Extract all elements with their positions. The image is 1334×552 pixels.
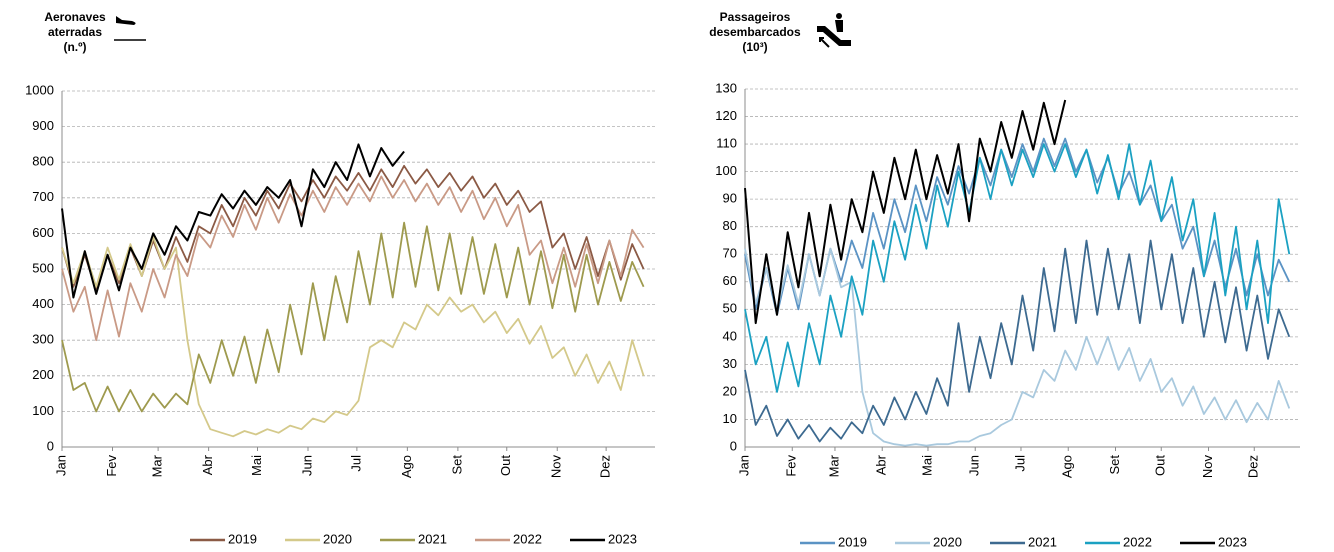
chart-title: Aeronaves bbox=[44, 10, 106, 24]
x-tick-label: Fev bbox=[104, 455, 119, 477]
y-tick-label: 200 bbox=[32, 367, 54, 382]
x-tick-label: Mar bbox=[150, 454, 165, 477]
legend-label: 2023 bbox=[608, 531, 637, 546]
x-tick-label: Dez bbox=[1246, 455, 1261, 478]
series-line bbox=[61, 175, 645, 342]
y-tick-label: 110 bbox=[716, 136, 737, 151]
y-tick-label: 100 bbox=[32, 403, 54, 418]
legend-label: 2019 bbox=[838, 534, 867, 549]
chart-title: (10³) bbox=[742, 40, 767, 54]
y-tick-label: 500 bbox=[32, 260, 54, 275]
y-tick-label: 1000 bbox=[25, 82, 54, 97]
x-tick-label: Dez bbox=[598, 455, 613, 478]
x-tick-label: Mai bbox=[919, 455, 934, 476]
legend-label: 2019 bbox=[228, 531, 257, 546]
y-tick-label: 0 bbox=[730, 438, 737, 453]
chart-title: Passageiros bbox=[720, 10, 791, 24]
legend-label: 2023 bbox=[1218, 534, 1247, 549]
plane-icon bbox=[114, 16, 146, 41]
legend-label: 2021 bbox=[1028, 534, 1057, 549]
x-tick-label: Nov bbox=[549, 455, 564, 479]
legend-label: 2020 bbox=[933, 534, 962, 549]
x-tick-label: Ago bbox=[399, 455, 414, 478]
y-tick-label: 40 bbox=[723, 328, 737, 343]
x-tick-label: Abr bbox=[200, 454, 215, 475]
x-tick-label: Set bbox=[449, 455, 464, 475]
chart-title: desembarcados bbox=[709, 25, 801, 39]
x-tick-label: Jul bbox=[348, 455, 363, 472]
y-tick-label: 800 bbox=[32, 154, 54, 169]
x-tick-label: Jun bbox=[967, 455, 982, 476]
legend-label: 2022 bbox=[1123, 534, 1152, 549]
escalator-icon bbox=[817, 13, 851, 48]
y-tick-label: 100 bbox=[715, 163, 737, 178]
y-tick-label: 600 bbox=[32, 225, 54, 240]
series-line bbox=[744, 143, 1291, 393]
series-line bbox=[61, 143, 405, 299]
series-line bbox=[744, 239, 1291, 443]
legend-label: 2022 bbox=[513, 531, 542, 546]
x-tick-label: Jun bbox=[299, 455, 314, 476]
x-tick-label: Mar bbox=[826, 454, 841, 477]
y-tick-label: 70 bbox=[723, 246, 737, 261]
x-tick-label: Out bbox=[1153, 455, 1168, 476]
x-tick-label: Abr bbox=[874, 454, 889, 475]
y-tick-label: 50 bbox=[723, 301, 737, 316]
legend-label: 2020 bbox=[323, 531, 352, 546]
x-tick-label: Nov bbox=[1200, 455, 1215, 479]
y-tick-label: 60 bbox=[723, 273, 737, 288]
y-tick-label: 20 bbox=[723, 383, 737, 398]
x-tick-label: Mai bbox=[249, 455, 264, 476]
chart-title: (n.º) bbox=[63, 40, 86, 54]
chart-title: aterradas bbox=[48, 25, 102, 39]
x-tick-label: Out bbox=[498, 455, 513, 476]
series-line bbox=[744, 247, 1291, 447]
series-line bbox=[61, 221, 645, 413]
legend-label: 2021 bbox=[418, 531, 447, 546]
y-tick-label: 130 bbox=[715, 80, 737, 95]
x-tick-label: Ago bbox=[1060, 455, 1075, 478]
y-tick-label: 700 bbox=[32, 189, 54, 204]
y-tick-label: 120 bbox=[715, 108, 737, 123]
y-tick-label: 0 bbox=[47, 438, 54, 453]
y-tick-label: 90 bbox=[723, 191, 737, 206]
y-tick-label: 400 bbox=[32, 296, 54, 311]
x-tick-label: Jan bbox=[736, 455, 751, 476]
y-tick-label: 10 bbox=[723, 411, 737, 426]
y-tick-label: 900 bbox=[32, 118, 54, 133]
y-tick-label: 80 bbox=[723, 218, 737, 233]
y-tick-label: 300 bbox=[32, 332, 54, 347]
x-tick-label: Jul bbox=[1012, 455, 1027, 472]
y-tick-label: 30 bbox=[723, 356, 737, 371]
x-tick-label: Set bbox=[1107, 455, 1122, 475]
x-tick-label: Jan bbox=[53, 455, 68, 476]
series-line bbox=[61, 236, 645, 438]
x-tick-label: Fev bbox=[784, 455, 799, 477]
series-line bbox=[744, 99, 1067, 325]
